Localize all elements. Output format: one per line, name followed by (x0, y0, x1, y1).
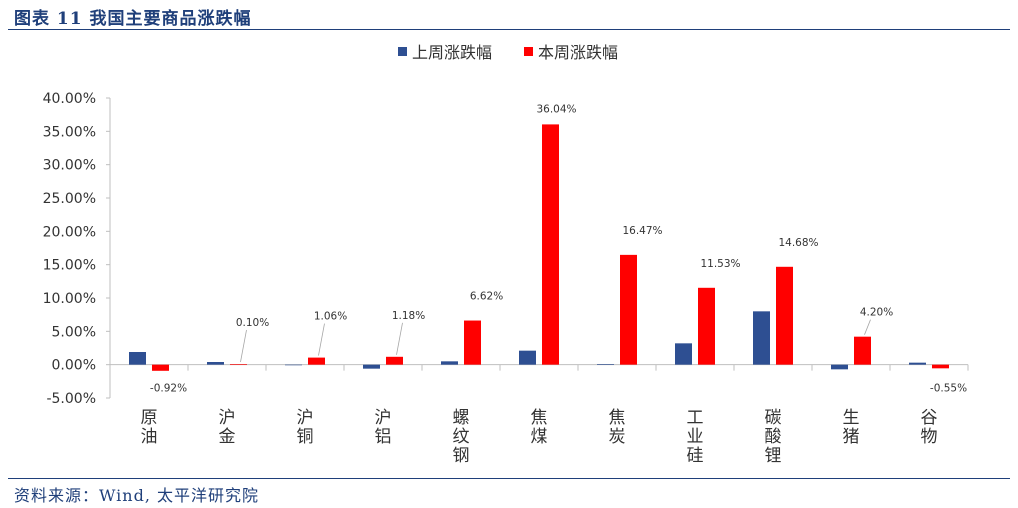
y-tick-label: 35.00% (43, 124, 96, 140)
data-label-7: 16.47% (622, 225, 662, 237)
data-label-8: 11.53% (700, 258, 740, 270)
this-week-bar-1 (152, 364, 169, 371)
category-label-2: 沪金 (219, 408, 236, 447)
legend-label-2: 本周涨跌幅 (538, 43, 618, 62)
data-label-9: 14.68% (778, 237, 818, 249)
legend-label-1: 上周涨跌幅 (412, 43, 492, 62)
this-week-bar-2 (230, 364, 247, 365)
prev-week-bar-10 (831, 364, 848, 370)
data-label-11: -0.55% (930, 383, 967, 395)
data-label-leader (318, 323, 325, 356)
top-rule (8, 29, 1010, 30)
category-label-10: 生猪 (843, 408, 860, 447)
this-week-bar-9 (776, 266, 793, 365)
prev-week-bar-4 (363, 364, 380, 369)
data-label-leader (240, 329, 247, 363)
category-label-3: 沪铜 (297, 408, 314, 447)
this-week-bar-4 (386, 356, 403, 365)
this-week-bar-6 (542, 124, 559, 365)
data-label-3: 1.06% (314, 311, 347, 323)
prev-week-bar-1 (129, 352, 146, 365)
source-note: 资料来源：Wind, 太平洋研究院 (14, 486, 260, 505)
y-tick-label: 20.00% (43, 224, 96, 240)
prev-week-bar-5 (441, 361, 458, 365)
y-tick-label: 40.00% (43, 91, 96, 107)
category-label-6: 焦煤 (531, 408, 548, 447)
data-label-1: -0.92% (150, 383, 187, 395)
this-week-bar-3 (308, 357, 325, 365)
y-tick-label: 25.00% (43, 191, 96, 207)
this-week-bar-7 (620, 254, 637, 365)
category-label-11: 谷物 (921, 408, 938, 447)
legend-swatch-1 (398, 47, 407, 56)
legend-swatch-2 (524, 47, 533, 56)
data-label-leader (396, 322, 403, 355)
category-label-4: 沪铝 (375, 408, 392, 447)
prev-week-bar-6 (519, 350, 536, 365)
y-tick-label: 30.00% (43, 158, 96, 174)
data-label-10: 4.20% (860, 307, 893, 319)
prev-week-bar-11 (909, 362, 926, 365)
category-label-9: 碳酸锂 (765, 408, 782, 466)
category-label-1: 原油 (141, 408, 158, 447)
prev-week-bar-3 (285, 364, 302, 366)
category-label-7: 焦炭 (609, 408, 626, 447)
data-label-2: 0.10% (236, 317, 269, 329)
y-tick-label: 15.00% (43, 258, 96, 274)
data-label-4: 1.18% (392, 310, 425, 322)
data-label-6: 36.04% (536, 103, 576, 115)
y-tick-label: 10.00% (43, 291, 96, 307)
bottom-rule (8, 478, 1010, 479)
this-week-bar-8 (698, 287, 715, 365)
this-week-bar-10 (854, 336, 871, 365)
prev-week-bar-2 (207, 362, 224, 365)
data-label-leader (864, 319, 871, 335)
data-label-5: 6.62% (470, 291, 503, 303)
this-week-bar-11 (932, 364, 949, 369)
y-tick-label: 0.00% (52, 358, 96, 374)
category-label-5: 螺纹钢 (453, 408, 470, 466)
y-tick-label: 5.00% (52, 324, 96, 340)
prev-week-bar-9 (753, 311, 770, 365)
this-week-bar-5 (464, 320, 481, 365)
prev-week-bar-8 (675, 343, 692, 365)
figure-title: 图表 11 我国主要商品涨跌幅 (14, 9, 252, 29)
prev-week-bar-7 (597, 364, 614, 365)
category-label-8: 工业硅 (687, 408, 704, 466)
y-tick-label: -5.00% (46, 391, 96, 407)
